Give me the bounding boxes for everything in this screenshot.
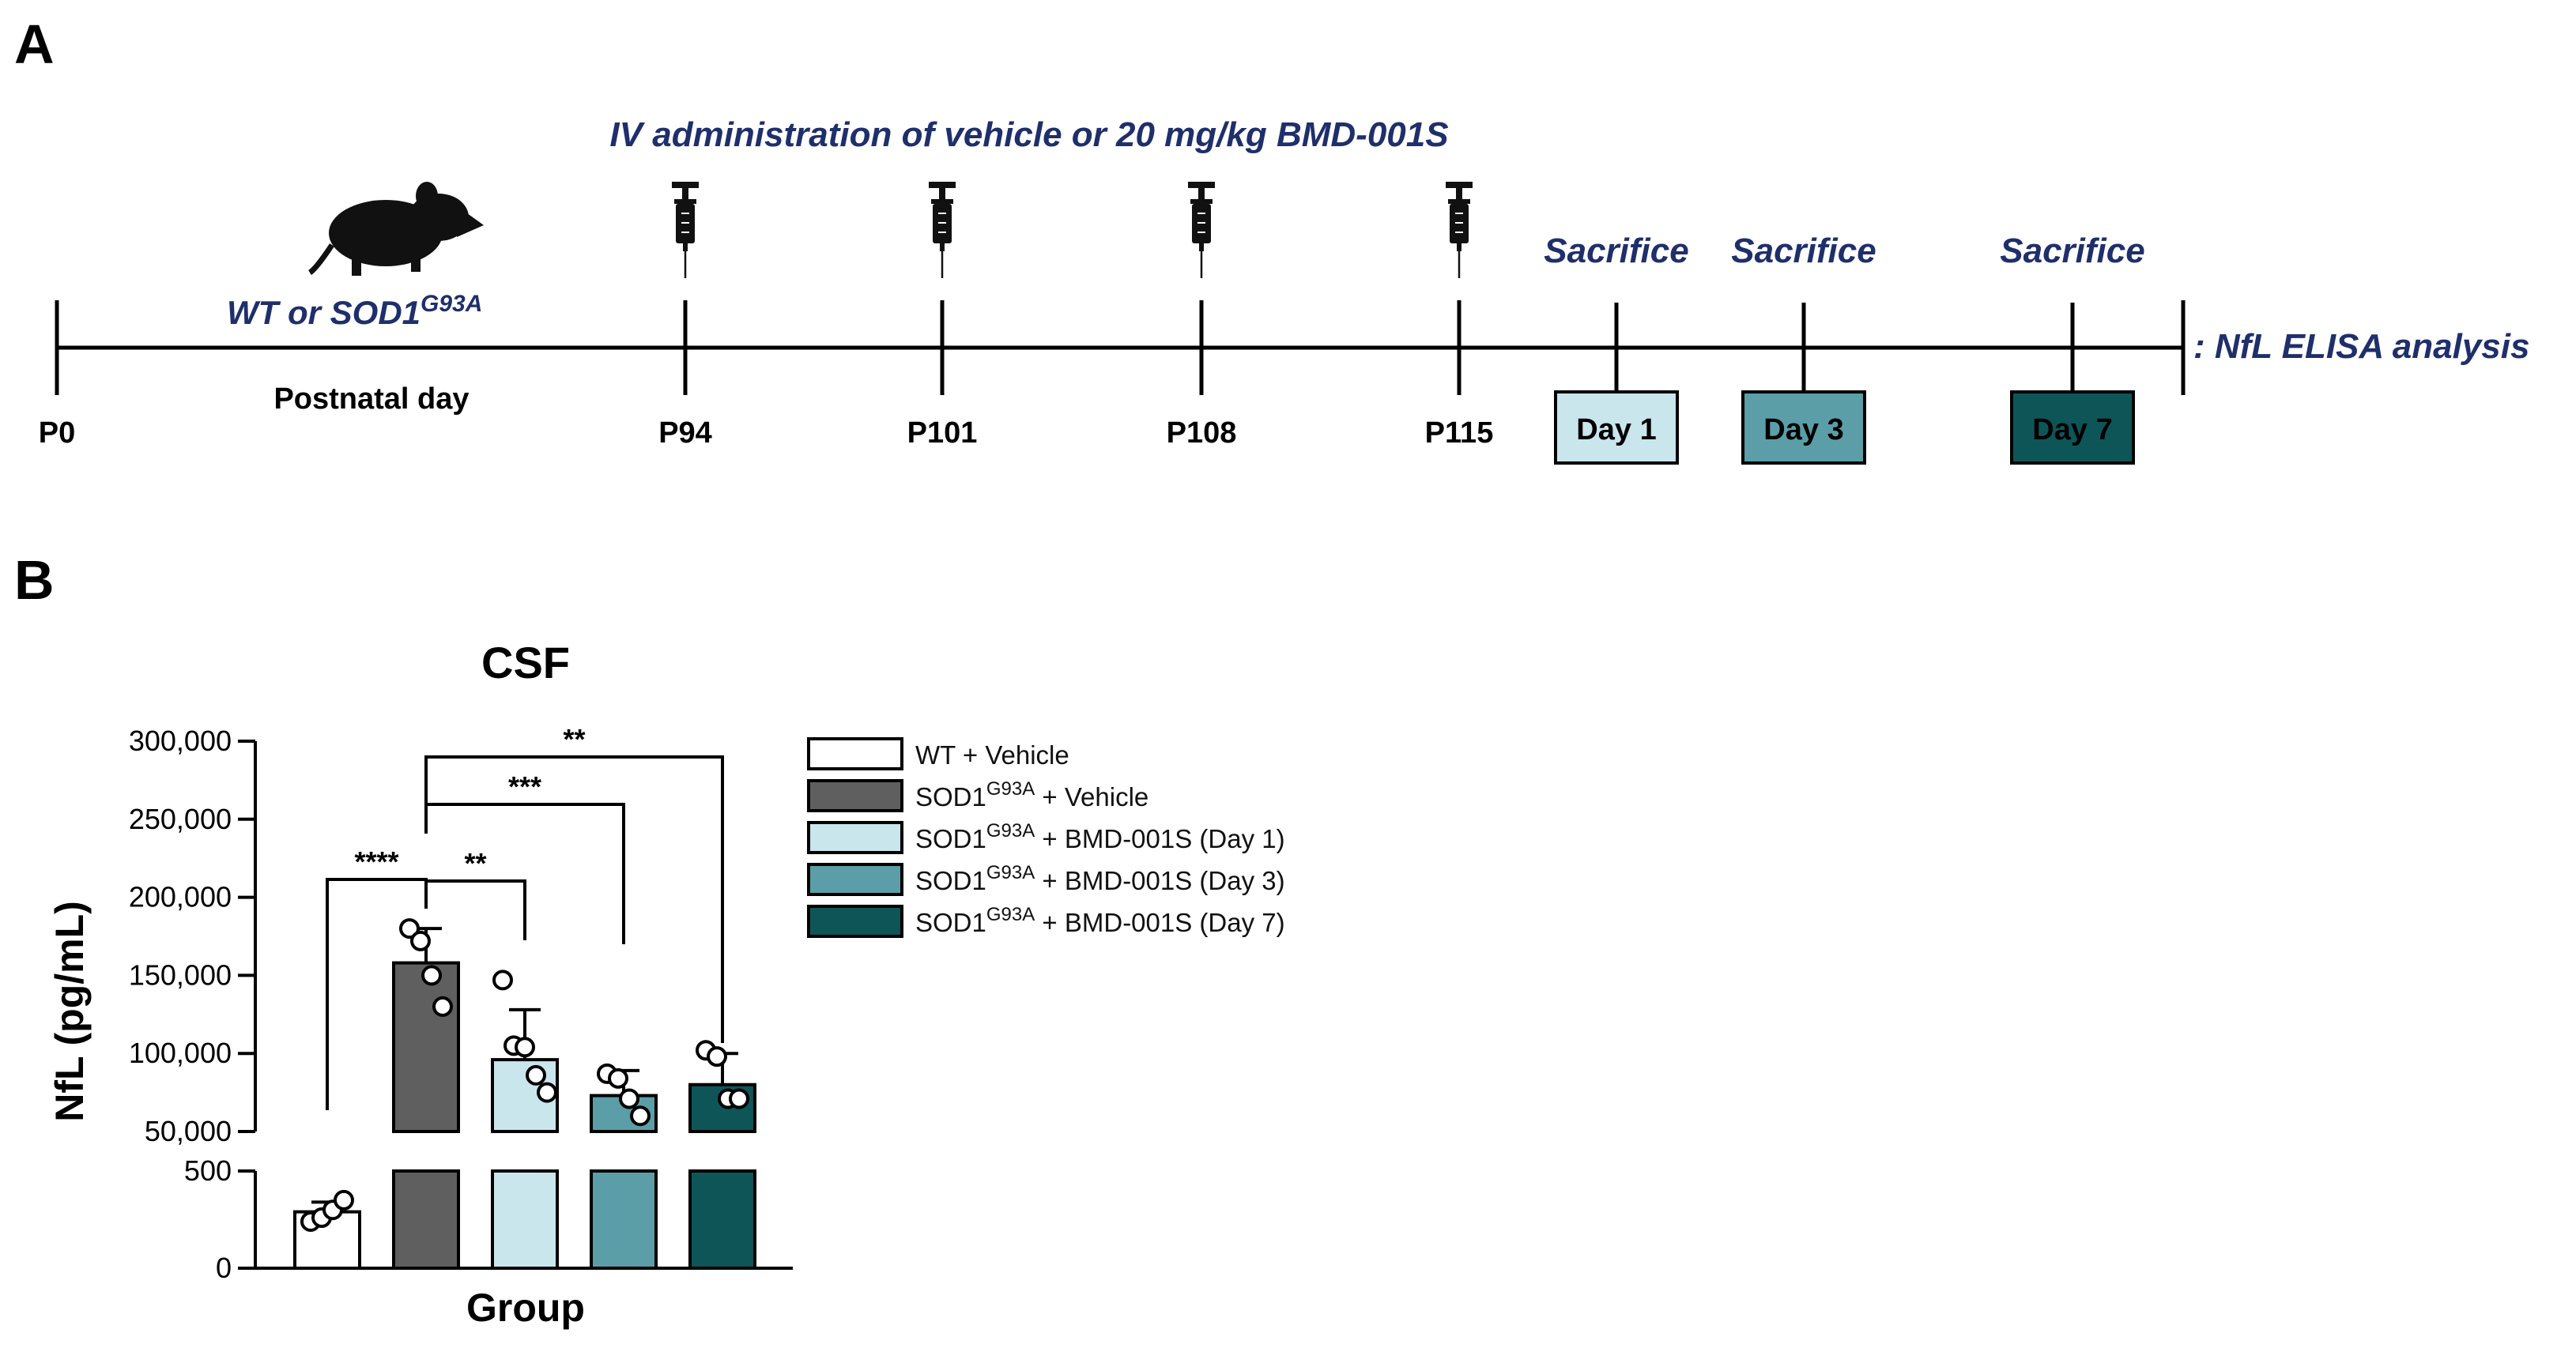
timeline-ticks: P0 P94 P101 P108 P115: [39, 182, 1494, 450]
day-box-label: Day 7: [2032, 413, 2112, 446]
bar-lower: [688, 1169, 756, 1270]
sacrifice-label: Sacrifice: [2000, 232, 2144, 270]
timeline-tick-label: P101: [907, 416, 978, 450]
significance-label: **: [563, 723, 585, 755]
day-box: [1554, 390, 1679, 465]
bar-lower: [392, 1169, 460, 1270]
bar-lower: [590, 1169, 658, 1270]
timeline-tick-label: P115: [1425, 416, 1494, 450]
syringe-icon: [672, 182, 699, 278]
significance-bracket: [424, 879, 526, 940]
legend-swatch: [807, 863, 903, 896]
y-axis-label: NfL (pg/mL): [47, 901, 92, 1122]
legend-label: SOD1G93A + BMD-001S (Day 1): [915, 820, 1285, 853]
data-point: [334, 1189, 354, 1211]
timeline-tick-label: P108: [1167, 416, 1237, 450]
y-tick-label: 300,000: [129, 725, 232, 757]
timeline-tick-label: P0: [39, 416, 75, 450]
legend-swatch: [807, 779, 903, 812]
data-point: [537, 1082, 557, 1103]
significance-bracket: [424, 755, 724, 1043]
legend-swatch: [807, 737, 903, 770]
legend: WT + Vehicle SOD1G93A + Vehicle SOD1G93A +…: [807, 737, 1285, 938]
data-point: [492, 970, 513, 991]
legend-label: SOD1G93A + BMD-001S (Day 7): [915, 904, 1285, 937]
panel-b-letter: B: [14, 549, 55, 611]
data-point: [410, 930, 431, 951]
timeline-axis-label: Postnatal day: [273, 382, 469, 416]
legend-swatch: [807, 821, 903, 854]
y-tick-label: 0: [216, 1252, 232, 1284]
y-tick-label: 200,000: [129, 881, 232, 913]
data-point: [729, 1088, 749, 1109]
y-tick-label: 50,000: [145, 1115, 232, 1147]
sacrifice-label: Sacrifice: [1544, 232, 1688, 270]
end-label: : NfL ELISA analysis: [2193, 327, 2529, 366]
legend-label: WT + Vehicle: [915, 740, 1069, 770]
panel-b: B CSF NfL (pg/mL) Group 50,000 100,000 150…: [14, 549, 1285, 1330]
y-tick-label: 500: [184, 1154, 232, 1187]
data-point: [399, 918, 420, 939]
data-point: [707, 1046, 727, 1067]
data-point: [432, 996, 453, 1017]
sacrifice-label: Sacrifice: [1731, 232, 1876, 270]
bar: [392, 961, 460, 1134]
panel-a-letter: A: [14, 13, 55, 75]
timeline-tick-label: P94: [658, 416, 712, 450]
bar-lower: [491, 1169, 559, 1270]
x-axis-label: Group: [466, 1286, 585, 1330]
admin-title: IV administration of vehicle or 20 mg/kg…: [609, 115, 1448, 154]
syringe-icon: [1188, 182, 1215, 278]
y-tick-label: 250,000: [129, 803, 232, 835]
data-point: [608, 1067, 628, 1089]
data-point: [526, 1064, 546, 1086]
day-box-label: Day 1: [1576, 413, 1656, 446]
legend-label: SOD1G93A + BMD-001S (Day 3): [915, 862, 1285, 895]
data-point: [619, 1088, 639, 1109]
syringe-icon: [929, 182, 956, 278]
y-tick-label: 150,000: [129, 958, 232, 991]
day-box: [2010, 390, 2135, 465]
significance-label: **: [464, 847, 486, 879]
significance-label: ****: [354, 845, 398, 878]
significance-label: ***: [508, 770, 541, 803]
mouse-icon: [307, 182, 484, 276]
data-point: [630, 1105, 651, 1127]
bar-chart: 50,000 100,000 150,000 200,000 250,000 300,00…: [129, 723, 793, 1284]
chart-title: CSF: [481, 638, 570, 687]
timeline-sacrifice-days: Sacrifice Day 1 Sacrifice Day 3 Sacrifice Day…: [1544, 232, 2145, 465]
day-box: [1741, 390, 1866, 465]
data-point: [421, 965, 442, 986]
mouse-label: WT or SOD1G93A: [227, 291, 482, 331]
legend-label: SOD1G93A + Vehicle: [915, 778, 1148, 811]
y-tick-label: 100,000: [129, 1037, 232, 1069]
day-box-label: Day 3: [1763, 413, 1843, 446]
panel-a: A IV administration of vehicle or 20 mg/…: [14, 13, 2529, 465]
data-point: [515, 1037, 535, 1058]
syringe-icon: [1446, 182, 1473, 278]
legend-swatch: [807, 905, 903, 938]
